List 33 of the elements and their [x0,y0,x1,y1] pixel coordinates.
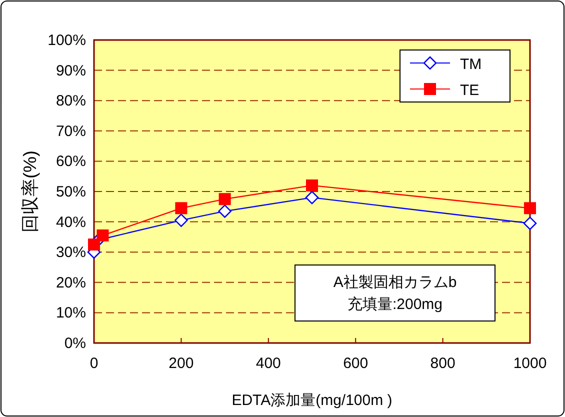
y-tick-label: 40% [56,214,86,231]
point [175,202,188,214]
y-tick-label: 30% [56,244,86,262]
y-tick-label: 100% [48,32,86,49]
annotation: A社製固相カラムb 充填量:200mg [333,274,457,313]
point [524,202,536,214]
legend-label: TM [460,56,482,73]
y-tick-label: 70% [56,122,86,140]
legend-label: TE [460,82,480,99]
y-tick-label: 20% [56,274,86,292]
point [174,214,188,227]
x-tick-label: 1000 [513,355,547,372]
point [96,229,109,242]
note-box: A社製固相カラムb 充填量:200mg [294,264,496,322]
point [305,190,319,204]
x-tick-label: 400 [256,355,281,372]
x-tick-label: 600 [343,355,368,372]
x-tick-label: 200 [168,355,194,372]
y-tick-label: 0% [64,335,86,352]
point [218,193,231,206]
point [523,216,537,230]
y-tick-label: 50% [56,184,86,200]
point [88,238,100,251]
y-tick-label: 60% [56,153,86,170]
y-axis-title: 回収率(%) [20,150,40,232]
x-tick-label: 800 [430,355,456,372]
x-axis-title: EDTA添加量(mg/100m ) [232,392,392,409]
x-tick-label: 0 [90,355,98,372]
point [306,179,318,192]
y-tick-label: 90% [56,62,86,80]
point [218,204,232,218]
y-tick-label: 80% [56,92,86,110]
y-tick-label: 10% [56,304,86,322]
